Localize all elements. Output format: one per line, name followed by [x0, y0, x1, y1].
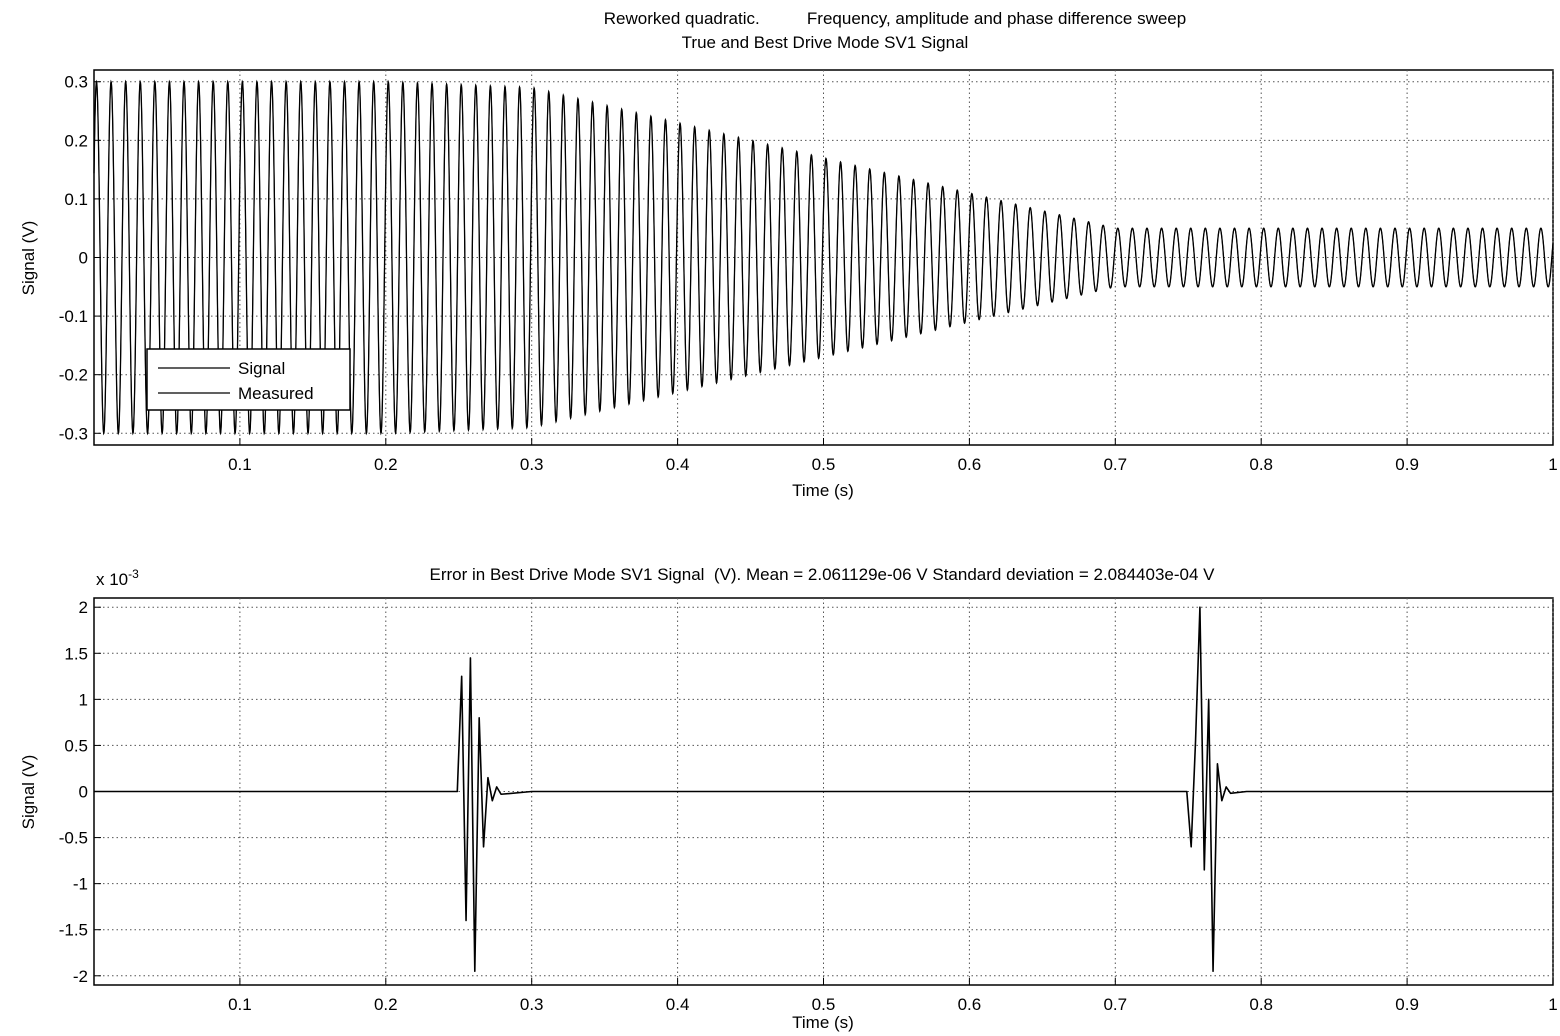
error-y-multiplier: x 10-3 — [96, 567, 139, 589]
error-ytick-label: 2 — [79, 598, 88, 617]
signal-xtick-label: 0.5 — [812, 455, 836, 474]
signal-ytick-label: 0.3 — [64, 73, 88, 92]
signal-ylabel: Signal (V) — [19, 221, 38, 296]
error-ytick-label: -1.5 — [59, 921, 88, 940]
signal-xtick-label: 0.9 — [1395, 455, 1419, 474]
error-chart: Error in Best Drive Mode SV1 Signal (V).… — [19, 565, 1558, 1032]
signal-ticks: 0.1 0.2 0.3 0.4 0.5 0.6 0.7 0.8 0.9 1 0.3 0.2 0.1 0 -0… — [59, 73, 1558, 474]
legend-label-signal: Signal — [238, 359, 285, 378]
error-ytick-label: 1 — [79, 690, 88, 709]
error-xtick-label: 0.1 — [228, 995, 252, 1014]
signal-xlabel: Time (s) — [792, 481, 854, 500]
error-ytick-label: 1.5 — [64, 644, 88, 663]
error-ylabel: Signal (V) — [19, 755, 38, 830]
signal-ytick-label: -0.1 — [59, 307, 88, 326]
signal-xtick-label: 0.6 — [958, 455, 982, 474]
signal-legend: Signal Measured — [146, 348, 351, 411]
figure-title-line1: Reworked quadratic. Frequency, amplitude… — [604, 9, 1186, 28]
signal-xtick-label: 0.3 — [520, 455, 544, 474]
signal-xtick-label: 0.7 — [1103, 455, 1127, 474]
signal-xtick-label: 0.8 — [1249, 455, 1273, 474]
error-ytick-label: -0.5 — [59, 829, 88, 848]
signal-grid — [94, 70, 1554, 445]
error-series — [94, 606, 1553, 972]
error-xtick-label: 0.5 — [812, 995, 836, 1014]
signal-series — [93, 79, 1554, 436]
error-xtick-label: 0.7 — [1103, 995, 1127, 1014]
error-xlabel: Time (s) — [792, 1013, 854, 1032]
signal-xtick-label: 0.4 — [666, 455, 690, 474]
error-ytick-label: -1 — [73, 875, 88, 894]
error-xtick-label: 0.3 — [520, 995, 544, 1014]
signal-xtick-label: 1 — [1548, 455, 1557, 474]
error-xtick-label: 1 — [1548, 995, 1557, 1014]
signal-ytick-label: 0.1 — [64, 190, 88, 209]
error-ytick-label: 0.5 — [64, 736, 88, 755]
error-ytick-label: 0 — [79, 783, 88, 802]
series-line-measured — [93, 80, 1554, 435]
figure-title-line2: True and Best Drive Mode SV1 Signal — [682, 33, 969, 52]
error-xtick-label: 0.9 — [1395, 995, 1419, 1014]
error-xtick-label: 0.8 — [1249, 995, 1273, 1014]
error-xtick-label: 0.2 — [374, 995, 398, 1014]
error-xtick-label: 0.6 — [958, 995, 982, 1014]
signal-ytick-label: 0.2 — [64, 131, 88, 150]
signal-ytick-label: -0.2 — [59, 366, 88, 385]
signal-ytick-label: 0 — [79, 249, 88, 268]
error-xtick-label: 0.4 — [666, 995, 690, 1014]
signal-xtick-label: 0.1 — [228, 455, 252, 474]
signal-ytick-label: -0.3 — [59, 424, 88, 443]
error-ytick-label: -2 — [73, 967, 88, 986]
legend-label-measured: Measured — [238, 384, 314, 403]
signal-xtick-label: 0.2 — [374, 455, 398, 474]
signal-chart: 0.1 0.2 0.3 0.4 0.5 0.6 0.7 0.8 0.9 1 0.3 0.2 0.1 0 -0… — [19, 69, 1558, 500]
error-chart-title: Error in Best Drive Mode SV1 Signal (V).… — [430, 565, 1216, 584]
error-series-line — [94, 606, 1553, 972]
legend-box — [146, 348, 351, 411]
error-ticks: 0.1 0.2 0.3 0.4 0.5 0.6 0.7 0.8 0.9 1 2 1.5 1 0.5 0 -0.… — [59, 598, 1558, 1014]
